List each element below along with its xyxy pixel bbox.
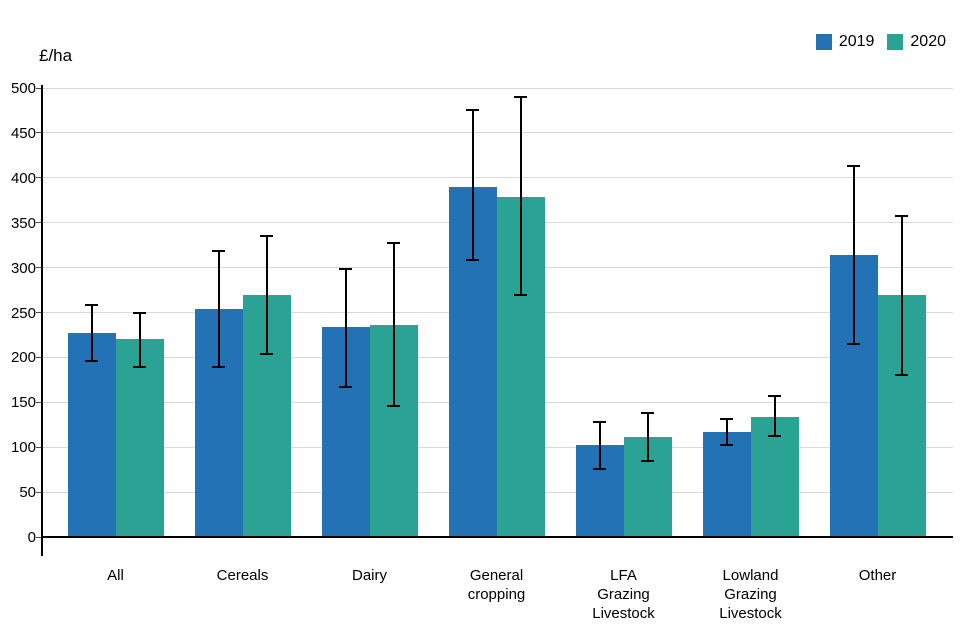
legend-item-2020: 2020 [887, 33, 946, 51]
error-cap-bottom-2019-dairy [339, 386, 352, 388]
y-axis-tick-label-300: 300 [10, 259, 36, 277]
error-bar-2019-cereals [217, 250, 220, 368]
gridline-500 [42, 87, 953, 89]
error-cap-top-2019-lowland-grazing-livestock [720, 418, 733, 421]
error-cap-bottom-2020-cereals [260, 352, 273, 355]
error-cap-top-2019-cereals [212, 249, 225, 252]
error-bar-2019-dairy [344, 268, 347, 387]
error-cap-bottom-2020-lowland-grazing-livestock [768, 435, 781, 438]
error-cap-top-2020-other [895, 214, 908, 217]
error-cap-bottom-2020-lfa-grazing-livestock [641, 459, 654, 462]
y-axis-tick-300 [36, 267, 42, 269]
error-cap-top-2020-cereals [260, 235, 273, 238]
bar-2020-all [115, 339, 164, 537]
error-bar-2020-general-cropping [519, 97, 522, 295]
y-axis-tick-label-50: 50 [19, 484, 36, 502]
y-axis-tick-0 [36, 536, 42, 538]
y-axis-tick-250 [36, 312, 42, 313]
legend-swatch-2019 [815, 34, 832, 50]
error-bar-2020-other [900, 215, 903, 376]
y-axis-tick-label-250: 250 [10, 304, 36, 322]
error-bar-2020-cereals [265, 236, 268, 354]
error-cap-bottom-2019-general-cropping [466, 259, 479, 262]
x-axis-category-label-other: Other [858, 567, 897, 584]
error-cap-top-2019-lfa-grazing-livestock [593, 421, 606, 424]
legend-swatch-2020 [887, 34, 904, 50]
error-cap-bottom-2019-other [847, 342, 860, 345]
y-axis-tick-label-500: 500 [10, 80, 36, 97]
legend-label-2019: 2019 [838, 33, 875, 50]
y-axis-tick-400 [36, 177, 42, 179]
error-cap-bottom-2020-other [895, 374, 908, 377]
error-bar-2019-general-cropping [471, 110, 474, 261]
y-axis-tick-500 [36, 87, 42, 89]
x-axis-category-label-dairy: Dairy [351, 567, 387, 584]
error-cap-bottom-2020-general-cropping [514, 293, 527, 296]
error-cap-top-2020-lowland-grazing-livestock [768, 395, 781, 397]
error-cap-top-2020-lfa-grazing-livestock [641, 412, 654, 415]
y-axis-tick-label-400: 400 [10, 169, 36, 187]
bar-2019-lowland-grazing-livestock [702, 431, 751, 537]
x-axis-category-label-cereals: Cereals [216, 567, 269, 584]
y-axis-tick-200 [36, 356, 42, 358]
y-axis-tick-label-350: 350 [10, 214, 36, 232]
error-cap-top-2019-all [85, 304, 98, 307]
y-axis-tick-label-100: 100 [10, 439, 36, 457]
error-cap-bottom-2019-cereals [212, 366, 225, 369]
gridline-450 [42, 132, 953, 134]
error-cap-top-2020-all [133, 312, 146, 315]
error-cap-top-2019-other [847, 165, 860, 168]
gridline-400 [42, 177, 953, 179]
error-cap-bottom-2019-lfa-grazing-livestock [593, 467, 606, 470]
error-cap-bottom-2020-dairy [387, 404, 400, 407]
error-cap-bottom-2019-lowland-grazing-livestock [720, 444, 733, 447]
y-axis-line [41, 85, 43, 556]
error-cap-top-2019-general-cropping [466, 109, 479, 112]
y-axis-tick-label-0: 0 [27, 529, 36, 546]
error-cap-top-2019-dairy [339, 267, 352, 270]
chart-legend: 2019 2020 [815, 33, 946, 51]
error-bar-2019-lowland-grazing-livestock [725, 419, 728, 446]
x-axis-category-label-lowland-grazing-livestock: Lowland Grazing Livestock [719, 567, 782, 622]
bar-2019-all [67, 333, 116, 537]
error-bar-2019-other [852, 166, 855, 344]
y-axis-tick-150 [36, 401, 42, 403]
error-bar-2020-lowland-grazing-livestock [773, 396, 776, 437]
error-bar-2020-all [138, 313, 141, 368]
y-axis-tick-50 [36, 491, 42, 493]
x-axis-line [42, 536, 953, 538]
y-axis-tick-350 [36, 222, 42, 224]
error-cap-top-2020-dairy [387, 242, 400, 245]
y-axis-tick-label-200: 200 [10, 349, 36, 367]
x-axis-category-label-general-cropping: General cropping [467, 567, 526, 603]
y-axis-tick-label-150: 150 [10, 394, 36, 412]
error-bar-2020-dairy [392, 243, 395, 406]
y-axis-unit-label: £/ha [39, 46, 73, 65]
error-cap-bottom-2020-all [133, 366, 146, 369]
error-bar-2019-all [90, 305, 93, 361]
x-axis-category-label-all: All [107, 567, 124, 584]
y-axis-tick-450 [36, 132, 42, 134]
y-axis-tick-label-450: 450 [10, 124, 36, 142]
y-axis-tick-100 [36, 446, 42, 448]
x-axis-category-label-lfa-grazing-livestock: LFA Grazing Livestock [592, 567, 655, 622]
legend-item-2019: 2019 [815, 33, 875, 51]
error-bar-2020-lfa-grazing-livestock [646, 413, 649, 461]
error-cap-top-2020-general-cropping [514, 96, 527, 98]
legend-label-2020: 2020 [910, 33, 946, 50]
error-cap-bottom-2019-all [85, 360, 98, 362]
error-bar-2019-lfa-grazing-livestock [598, 422, 601, 469]
